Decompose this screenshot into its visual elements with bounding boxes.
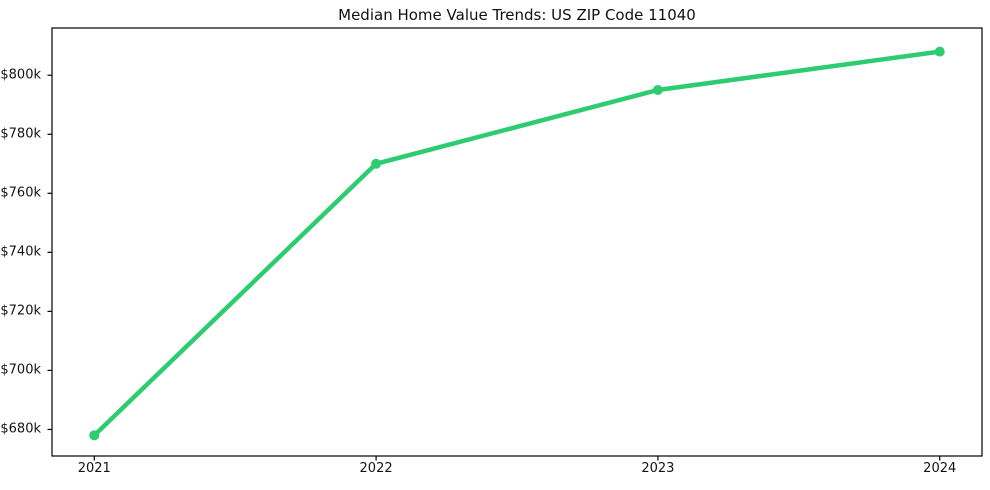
- data-point-marker: [371, 158, 382, 169]
- data-point-marker: [934, 46, 945, 57]
- data-point-marker: [652, 84, 663, 95]
- plot-frame: [51, 27, 983, 457]
- chart-title: Median Home Value Trends: US ZIP Code 11…: [338, 6, 696, 24]
- data-point-marker: [89, 430, 100, 441]
- trend-line: [92, 49, 942, 438]
